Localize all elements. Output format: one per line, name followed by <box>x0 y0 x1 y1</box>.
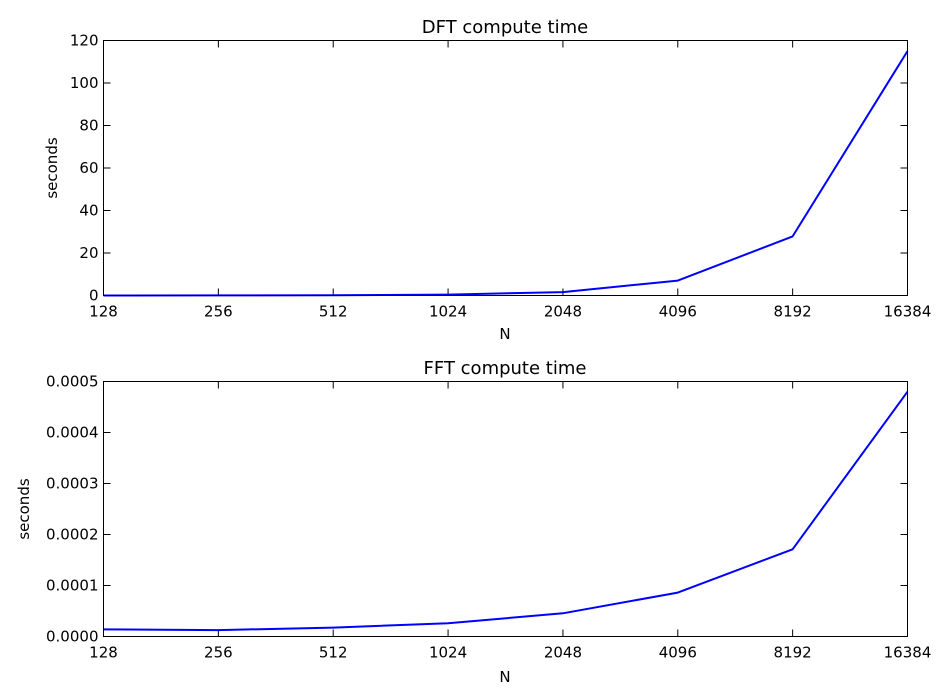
dft-x-tick-label: 4096 <box>659 303 697 321</box>
dft-x-tick-label: 1024 <box>429 303 467 321</box>
dft-y-tick-label: 20 <box>79 244 98 262</box>
fft-chart: FFT compute time N seconds 128 256 512 1024… <box>15 358 931 686</box>
fft-tick-labels: 128 256 512 1024 2048 4096 8192 16384 0.0000 0.00… <box>46 373 931 662</box>
dft-y-tick-label: 0 <box>89 287 99 305</box>
dft-tick-labels: 128 256 512 1024 2048 4096 8192 16384 0 20 40 60 80 1… <box>70 32 932 321</box>
dft-chart: DFT compute time N seconds 128 256 512 1024… <box>43 17 931 343</box>
fft-x-tick-label: 16384 <box>884 644 932 662</box>
dft-x-tick-label: 256 <box>204 303 233 321</box>
dft-plot-frame <box>103 40 908 296</box>
dft-x-tick-label: 512 <box>319 303 348 321</box>
dft-x-tick-label: 2048 <box>544 303 582 321</box>
fft-x-tick-label: 512 <box>319 644 348 662</box>
dft-y-axis-label: seconds <box>43 137 61 198</box>
dft-y-tick-label: 60 <box>79 159 98 177</box>
fft-y-tick-label: 0.0003 <box>46 475 99 493</box>
fft-x-axis-label: N <box>499 668 510 686</box>
fft-x-tick-label: 2048 <box>544 644 582 662</box>
fft-series-line <box>103 391 909 632</box>
fft-x-tick-label: 4096 <box>659 644 697 662</box>
fft-x-tick-label: 128 <box>89 644 118 662</box>
dft-x-tick-label: 16384 <box>884 303 932 321</box>
fft-chart-title: FFT compute time <box>424 358 587 379</box>
fft-y-tick-label: 0.0000 <box>46 628 99 646</box>
fft-series <box>103 391 909 632</box>
dft-x-tick-label: 8192 <box>774 303 812 321</box>
dft-y-tick-label: 80 <box>79 117 98 135</box>
fft-x-tick-label: 8192 <box>774 644 812 662</box>
dft-y-tick-label: 100 <box>70 74 99 92</box>
fft-y-axis-label: seconds <box>15 478 33 539</box>
fft-y-tick-label: 0.0004 <box>46 424 99 442</box>
dft-x-axis-label: N <box>499 325 510 343</box>
dft-x-tick-label: 128 <box>89 303 118 321</box>
fft-y-tick-label: 0.0002 <box>46 526 99 544</box>
dft-y-tick-label: 120 <box>70 32 99 50</box>
fft-plot-frame <box>103 381 908 637</box>
fft-ticks <box>103 381 908 637</box>
dft-y-tick-label: 40 <box>79 202 98 220</box>
fft-x-tick-label: 256 <box>204 644 233 662</box>
fft-y-tick-label: 0.0001 <box>46 577 99 595</box>
dft-chart-title: DFT compute time <box>422 17 588 38</box>
fft-x-tick-label: 1024 <box>429 644 467 662</box>
fft-y-tick-label: 0.0005 <box>46 373 99 391</box>
